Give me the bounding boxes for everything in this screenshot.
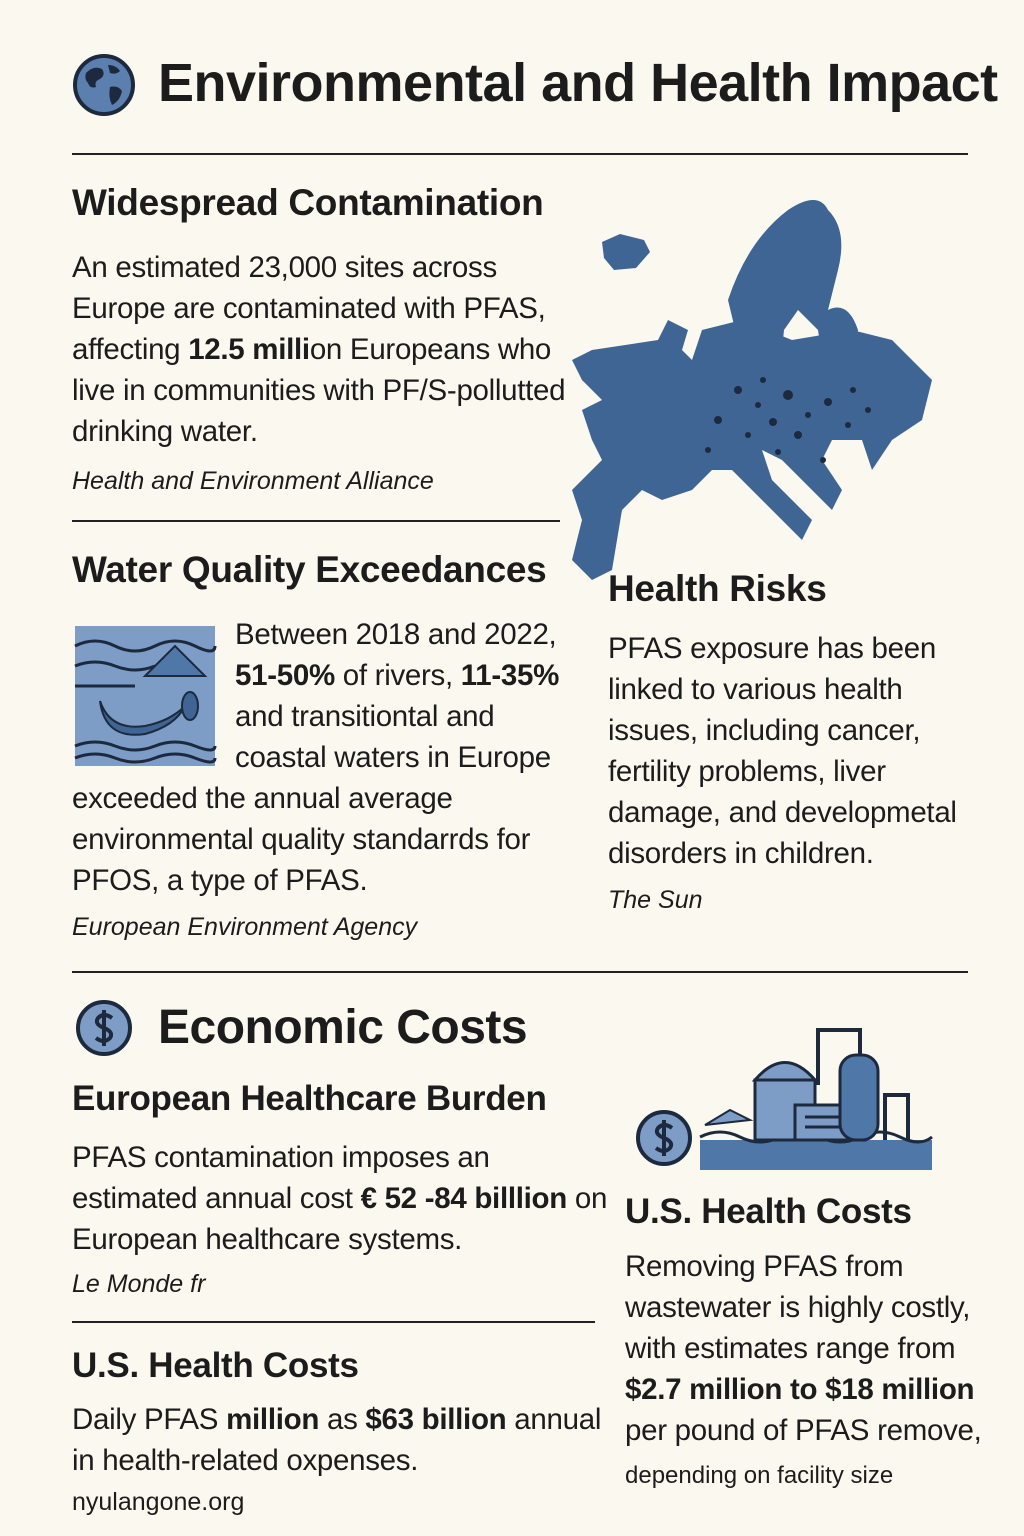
source: nyulangone.org [72,1488,245,1516]
globe-icon [73,54,135,116]
text: An estimated 23,000 sites across Europe … [72,251,546,366]
source: Le Monde fr [72,1270,206,1298]
divider [72,520,560,522]
europe-map [572,200,932,580]
highlight: $2.7 million to $18 million [625,1373,975,1406]
factory-illustration [699,1028,933,1170]
source: European Environment Agency [72,913,418,941]
text: PFAS exposure has been linked to various… [608,632,957,870]
divider [72,1321,595,1323]
dollar-icon [76,1000,132,1056]
highlight: 51-50% [235,659,335,692]
section-title: Health Risks [608,568,827,609]
section-heading: Economic Costs [158,1001,528,1054]
page-title: Environmental and Health Impact [158,53,998,113]
highlight: 11-35% [460,659,560,692]
highlight: € 52 -84 billlion [360,1182,568,1215]
section-body: Daily PFAS million as $63 billion annual… [72,1399,612,1481]
highlight: million [226,1403,320,1436]
section-body: PFAS exposure has been linked to various… [608,628,978,874]
source: The Sun [608,886,703,914]
text: PFAS contamination imposes an estimated … [72,1141,490,1215]
section-body: An estimated 23,000 sites across Europe … [72,247,572,452]
text: Removing PFAS from wastewater is highly … [625,1250,971,1365]
section-body: PFAS contamination imposes an estimated … [72,1137,612,1260]
text: annual in health-related oxpenses. [72,1403,602,1477]
text: and transitiontal and coastal waters in … [72,700,551,897]
highlight: $63 billion [365,1403,507,1436]
divider [72,971,968,973]
note: depending on facility size [625,1462,894,1489]
section-title: U.S. Health Costs [625,1192,912,1231]
section-title: European Healthcare Burden [72,1079,547,1118]
dollar-icon [636,1110,692,1166]
text: on Europeans who live in communities wit… [72,333,566,448]
section-body: Removing PFAS from wastewater is highly … [625,1246,1000,1451]
text: per pound of PFAS remove, [625,1414,982,1447]
text: Between 2018 and 2022, [235,618,557,651]
water-illustration [74,626,217,766]
divider [72,153,968,155]
source: Health and Environment Alliance [72,467,434,495]
text: Daily PFAS [72,1403,227,1436]
text: on European healthcare systems. [72,1182,608,1256]
text: of rivers, [334,659,461,692]
section-body: Between 2018 and 2022, 51-50% of rivers,… [72,614,584,901]
highlight: 12.5 milli [188,333,310,366]
text: as [319,1403,366,1436]
section-title: Widespread Contamination [72,182,544,223]
section-title: Water Quality Exceedances [72,549,547,590]
section-title: U.S. Health Costs [72,1346,359,1385]
